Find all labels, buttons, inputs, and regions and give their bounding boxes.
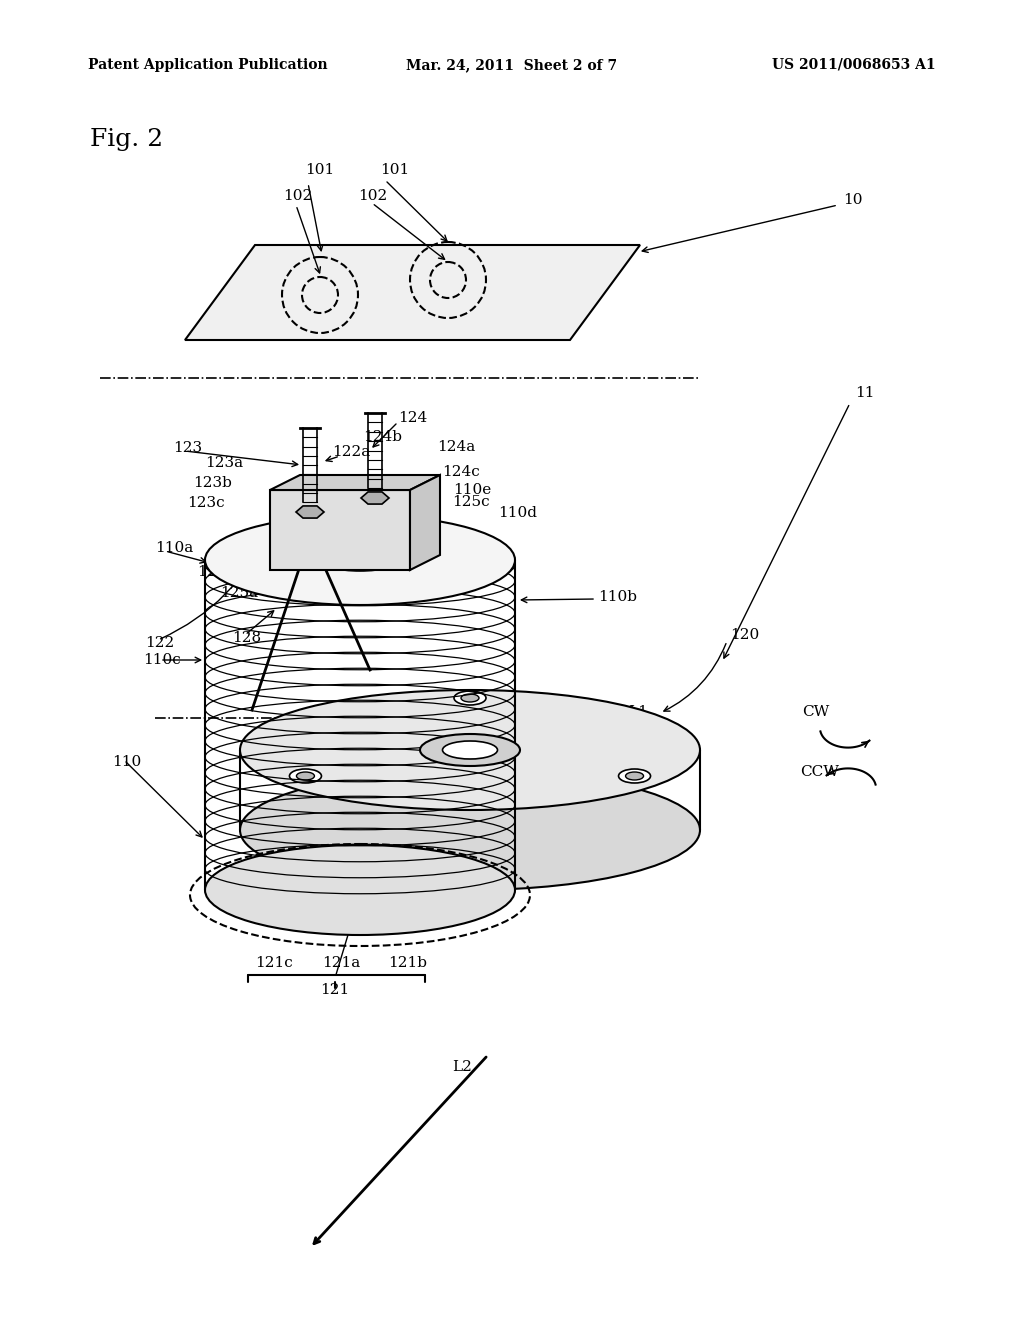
Ellipse shape bbox=[240, 770, 700, 890]
Text: 125b: 125b bbox=[197, 565, 236, 579]
Ellipse shape bbox=[618, 770, 650, 783]
Text: 121: 121 bbox=[321, 983, 349, 997]
Ellipse shape bbox=[205, 515, 515, 605]
Text: 123c: 123c bbox=[187, 496, 224, 510]
Text: L1: L1 bbox=[628, 705, 648, 719]
Text: 123a: 123a bbox=[205, 455, 243, 470]
Text: 124c: 124c bbox=[442, 465, 480, 479]
Ellipse shape bbox=[461, 694, 479, 702]
Polygon shape bbox=[296, 506, 324, 517]
Text: L2: L2 bbox=[452, 1060, 472, 1074]
Ellipse shape bbox=[626, 772, 643, 780]
Text: 122: 122 bbox=[145, 636, 174, 649]
Text: Patent Application Publication: Patent Application Publication bbox=[88, 58, 328, 73]
Text: CW: CW bbox=[802, 705, 829, 719]
Ellipse shape bbox=[297, 772, 314, 780]
Text: 110e: 110e bbox=[453, 483, 492, 498]
Text: 101: 101 bbox=[305, 162, 334, 177]
Polygon shape bbox=[270, 475, 440, 490]
Polygon shape bbox=[361, 492, 389, 504]
Text: 121c: 121c bbox=[255, 956, 293, 970]
Text: 123: 123 bbox=[173, 441, 202, 455]
Ellipse shape bbox=[420, 734, 520, 766]
Text: 110a: 110a bbox=[155, 541, 194, 554]
Text: 123b: 123b bbox=[193, 477, 231, 490]
Text: 10: 10 bbox=[843, 193, 862, 207]
Text: 110d: 110d bbox=[498, 506, 537, 520]
Text: 124: 124 bbox=[398, 411, 427, 425]
Text: Mar. 24, 2011  Sheet 2 of 7: Mar. 24, 2011 Sheet 2 of 7 bbox=[407, 58, 617, 73]
Text: 11: 11 bbox=[855, 385, 874, 400]
Text: 110c: 110c bbox=[143, 653, 181, 667]
Text: 121b: 121b bbox=[388, 956, 427, 970]
Ellipse shape bbox=[319, 549, 400, 572]
Text: 124b: 124b bbox=[362, 430, 402, 444]
Ellipse shape bbox=[290, 770, 322, 783]
Text: 110: 110 bbox=[112, 755, 141, 770]
Polygon shape bbox=[410, 475, 440, 570]
Text: 125c: 125c bbox=[452, 495, 489, 510]
Text: 120: 120 bbox=[730, 628, 759, 642]
Text: 128: 128 bbox=[232, 631, 261, 645]
Text: 101: 101 bbox=[380, 162, 410, 177]
Text: US 2011/0068653 A1: US 2011/0068653 A1 bbox=[772, 58, 936, 73]
Ellipse shape bbox=[454, 690, 486, 705]
Polygon shape bbox=[185, 246, 640, 341]
Text: 127: 127 bbox=[297, 477, 326, 490]
Text: Fig. 2: Fig. 2 bbox=[90, 128, 163, 150]
Text: 125a: 125a bbox=[220, 586, 258, 601]
Text: CCW: CCW bbox=[800, 766, 839, 779]
Polygon shape bbox=[270, 490, 410, 570]
Ellipse shape bbox=[442, 741, 498, 759]
Text: 110b: 110b bbox=[598, 590, 637, 605]
Text: 121a: 121a bbox=[322, 956, 360, 970]
Text: 122a: 122a bbox=[332, 445, 371, 459]
Ellipse shape bbox=[240, 690, 700, 810]
Ellipse shape bbox=[205, 845, 515, 935]
Text: 102: 102 bbox=[283, 189, 312, 203]
Text: 102: 102 bbox=[358, 189, 387, 203]
Text: 124a: 124a bbox=[437, 440, 475, 454]
